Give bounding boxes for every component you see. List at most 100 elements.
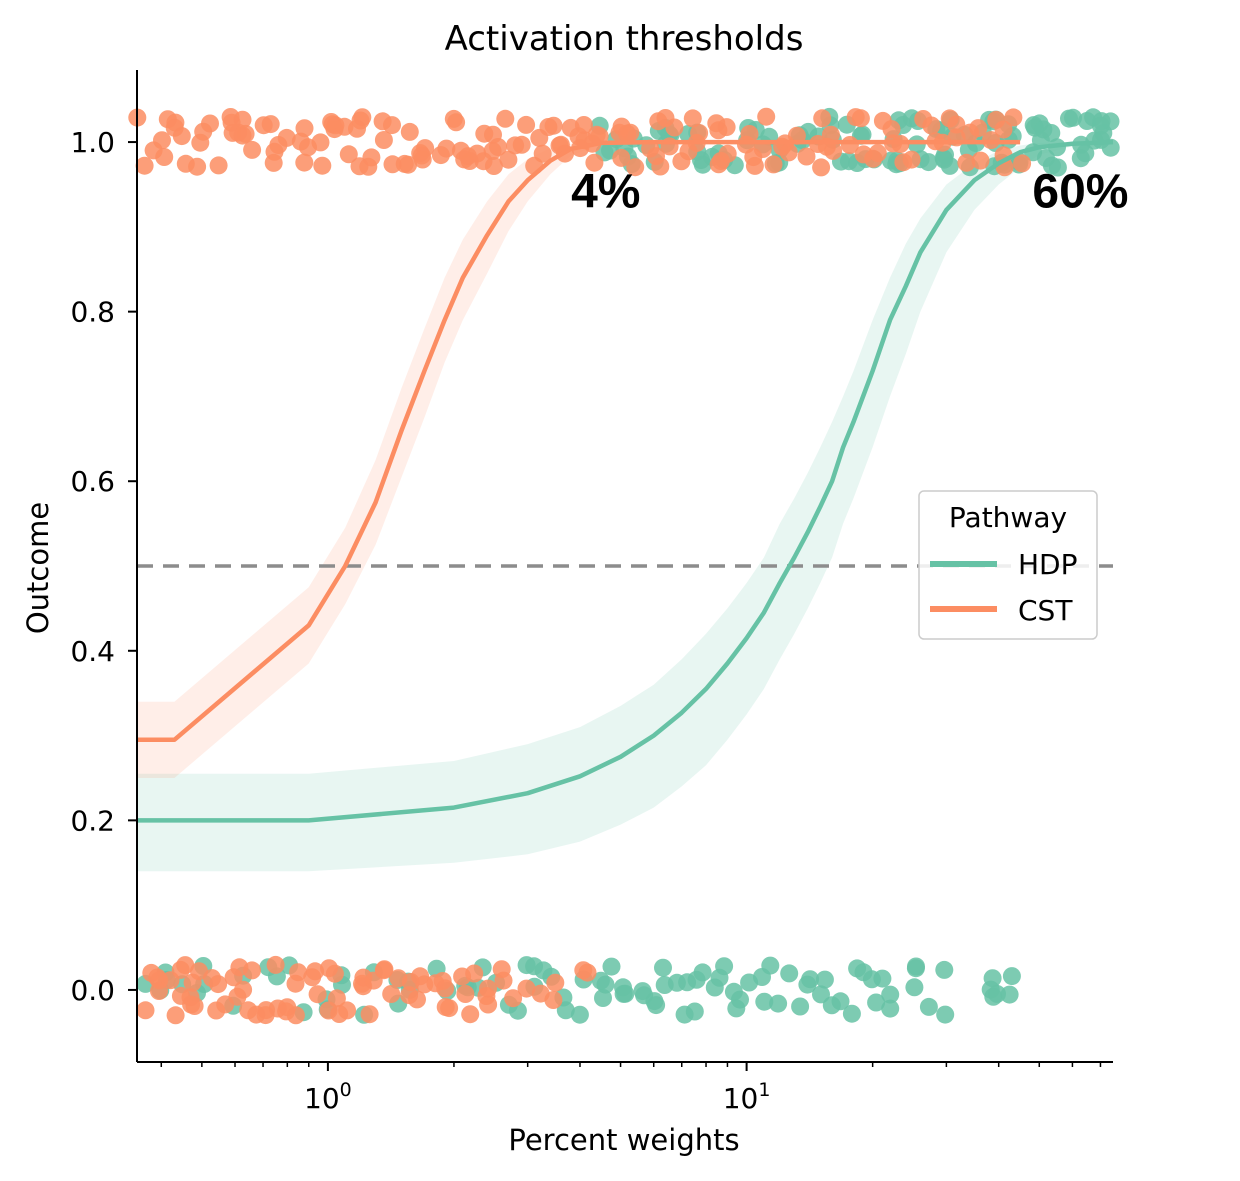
- legend-box: [918, 490, 1098, 640]
- hdp-threshold-label: 60%: [1032, 166, 1128, 219]
- data-point: [969, 119, 988, 138]
- x-tick-label: 100: [304, 1079, 352, 1115]
- data-point: [233, 110, 252, 129]
- data-point: [437, 139, 456, 158]
- data-point: [447, 113, 466, 132]
- data-point: [277, 128, 296, 147]
- data-point: [382, 985, 401, 1003]
- data-point: [764, 155, 783, 174]
- data-point: [534, 961, 553, 980]
- data-point: [456, 985, 475, 1003]
- data-point: [209, 975, 228, 994]
- data-point: [813, 109, 832, 128]
- data-point: [936, 1005, 955, 1024]
- data-point: [587, 125, 606, 144]
- hdp-fit-curve: [137, 139, 1114, 823]
- data-point: [902, 150, 921, 169]
- data-point: [461, 1005, 480, 1024]
- y-axis: 0.0 0.2 0.4 0.6 0.8 1.0: [70, 70, 138, 1062]
- data-point: [882, 120, 901, 139]
- data-point: [711, 152, 730, 170]
- y-axis-label: Outcome: [21, 502, 55, 634]
- data-point: [546, 973, 565, 992]
- data-point: [496, 109, 515, 128]
- data-point: [494, 971, 513, 990]
- data-point: [780, 964, 799, 983]
- data-point: [224, 968, 243, 987]
- y-tick-label: 0.4: [70, 635, 115, 668]
- data-point: [374, 131, 393, 149]
- data-point: [690, 124, 709, 142]
- data-point: [308, 985, 327, 1004]
- data-point: [651, 157, 670, 176]
- data-point: [286, 1006, 305, 1025]
- data-point: [1064, 108, 1082, 127]
- data-point: [489, 138, 508, 156]
- data-point: [612, 148, 631, 167]
- data-point: [166, 1006, 185, 1025]
- data-point: [243, 961, 261, 980]
- data-point: [1002, 967, 1021, 986]
- data-point: [477, 987, 496, 1005]
- data-point: [383, 155, 402, 174]
- data-point: [812, 158, 831, 177]
- legend-label-cst: CST: [1018, 594, 1073, 627]
- data-point: [436, 979, 455, 998]
- data-point: [585, 153, 604, 172]
- data-point: [740, 125, 759, 143]
- data-point: [556, 1001, 575, 1020]
- data-point: [172, 127, 191, 146]
- data-point: [717, 118, 736, 137]
- data-point: [360, 1005, 379, 1024]
- data-point: [755, 992, 774, 1011]
- data-point: [506, 136, 525, 155]
- cst-fit-curve: [137, 139, 1021, 743]
- data-point: [401, 973, 420, 991]
- data-point: [940, 156, 959, 175]
- data-point: [1013, 154, 1032, 173]
- data-point: [176, 956, 195, 975]
- data-point: [266, 955, 285, 974]
- data-point: [188, 157, 207, 176]
- data-point: [544, 116, 563, 135]
- x-axis: 100 101: [137, 1061, 1113, 1115]
- data-point: [484, 157, 503, 175]
- data-point: [544, 991, 563, 1009]
- data-point: [665, 118, 684, 137]
- hdp-ci-band: [137, 142, 1113, 872]
- data-point: [1004, 108, 1023, 127]
- data-point: [842, 1004, 861, 1023]
- y-tick-label: 0.8: [70, 296, 115, 329]
- data-point: [150, 982, 168, 1000]
- data-point: [408, 990, 426, 1009]
- cst-threshold-label: 4%: [571, 166, 640, 219]
- legend-label-hdp: HDP: [1018, 548, 1078, 581]
- data-point: [822, 996, 841, 1015]
- data-point: [873, 969, 892, 988]
- data-point: [881, 999, 900, 1018]
- data-point: [234, 980, 253, 999]
- data-point: [362, 148, 381, 167]
- data-point: [602, 957, 621, 976]
- data-point: [574, 116, 593, 134]
- data-point: [136, 1001, 155, 1020]
- data-point: [436, 998, 455, 1016]
- data-point: [851, 109, 870, 128]
- data-point: [731, 990, 749, 1009]
- cst-ci-band: [137, 142, 1021, 779]
- y-tick-label: 1.0: [70, 126, 115, 159]
- data-point: [551, 135, 570, 154]
- data-point: [306, 962, 325, 981]
- data-point: [919, 153, 938, 172]
- data-point: [710, 968, 729, 987]
- data-point: [779, 143, 798, 162]
- data-point: [135, 156, 154, 175]
- data-point: [504, 989, 523, 1008]
- data-point: [647, 996, 666, 1015]
- data-point: [940, 109, 959, 128]
- data-point: [906, 959, 925, 978]
- data-point: [517, 979, 536, 998]
- data-point: [570, 1005, 589, 1024]
- data-point: [616, 984, 635, 1003]
- data-point: [289, 963, 308, 982]
